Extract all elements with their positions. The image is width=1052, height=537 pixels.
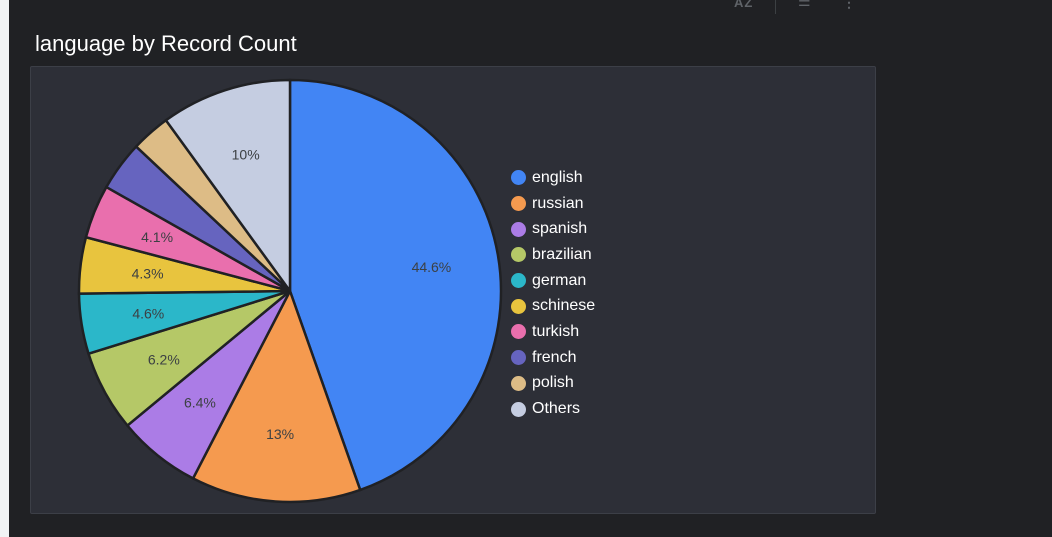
legend-item-french[interactable]: french — [511, 345, 595, 371]
legend-label: brazilian — [532, 245, 592, 263]
legend-swatch — [511, 298, 526, 314]
slice-label-others: 10% — [232, 147, 260, 163]
legend-swatch — [511, 196, 526, 212]
legend-swatch — [511, 375, 526, 391]
legend-swatch — [511, 247, 526, 263]
legend-swatch — [511, 221, 526, 237]
filter-icon[interactable]: ☰ — [798, 0, 811, 9]
legend-swatch — [511, 401, 526, 417]
legend-item-schinese[interactable]: schinese — [511, 293, 595, 319]
chart-panel: 44.6% 13% 6.4% 6.2% 4.6% 4.3% 4.1% 10% english r… — [30, 66, 876, 514]
chart-legend: english russian spanish brazilian german schi… — [511, 165, 595, 422]
legend-item-turkish[interactable]: turkish — [511, 319, 595, 345]
slice-label-brazilian: 6.2% — [148, 351, 180, 367]
pie-slice-labels: 44.6% 13% 6.4% 6.2% 4.6% 4.3% 4.1% 10% — [132, 147, 452, 443]
slice-label-english: 44.6% — [412, 259, 452, 275]
pie-slices — [77, 78, 503, 504]
legend-item-polish[interactable]: polish — [511, 371, 595, 397]
slice-label-german: 4.6% — [132, 305, 164, 321]
sort-az-icon[interactable]: AZ — [734, 0, 754, 10]
pie-slice-russian[interactable] — [191, 287, 362, 504]
slice-label-turkish: 4.1% — [141, 229, 173, 245]
toolbar-divider — [775, 0, 776, 14]
pie-slice-english[interactable] — [288, 78, 503, 492]
legend-label: german — [532, 271, 587, 289]
legend-swatch — [511, 350, 526, 366]
legend-label: turkish — [532, 322, 580, 340]
legend-item-german[interactable]: german — [511, 268, 595, 294]
legend-label: spanish — [532, 220, 588, 238]
more-vert-icon[interactable]: ⋮ — [842, 0, 856, 10]
legend-label: polish — [532, 374, 574, 392]
pie-chart: 44.6% 13% 6.4% 6.2% 4.6% 4.3% 4.1% 10% — [77, 78, 503, 504]
slice-label-russian: 13% — [266, 426, 294, 442]
legend-label: french — [532, 348, 577, 366]
chart-title: language by Record Count — [35, 31, 297, 56]
legend-swatch — [511, 324, 526, 340]
left-edge-panel — [0, 0, 9, 537]
legend-label: Others — [532, 400, 581, 418]
legend-item-others[interactable]: Others — [511, 396, 595, 422]
legend-item-brazilian[interactable]: brazilian — [511, 242, 595, 268]
legend-swatch — [511, 273, 526, 289]
pie-slice-others[interactable] — [164, 78, 292, 295]
legend-label: schinese — [532, 297, 596, 315]
slice-label-schinese: 4.3% — [132, 265, 164, 281]
slice-label-spanish: 6.4% — [184, 395, 216, 411]
legend-swatch — [511, 170, 526, 186]
legend-item-english[interactable]: english — [511, 165, 595, 191]
legend-label: english — [532, 168, 583, 186]
legend-item-russian[interactable]: russian — [511, 191, 595, 217]
legend-label: russian — [532, 194, 584, 212]
legend-item-spanish[interactable]: spanish — [511, 216, 595, 242]
